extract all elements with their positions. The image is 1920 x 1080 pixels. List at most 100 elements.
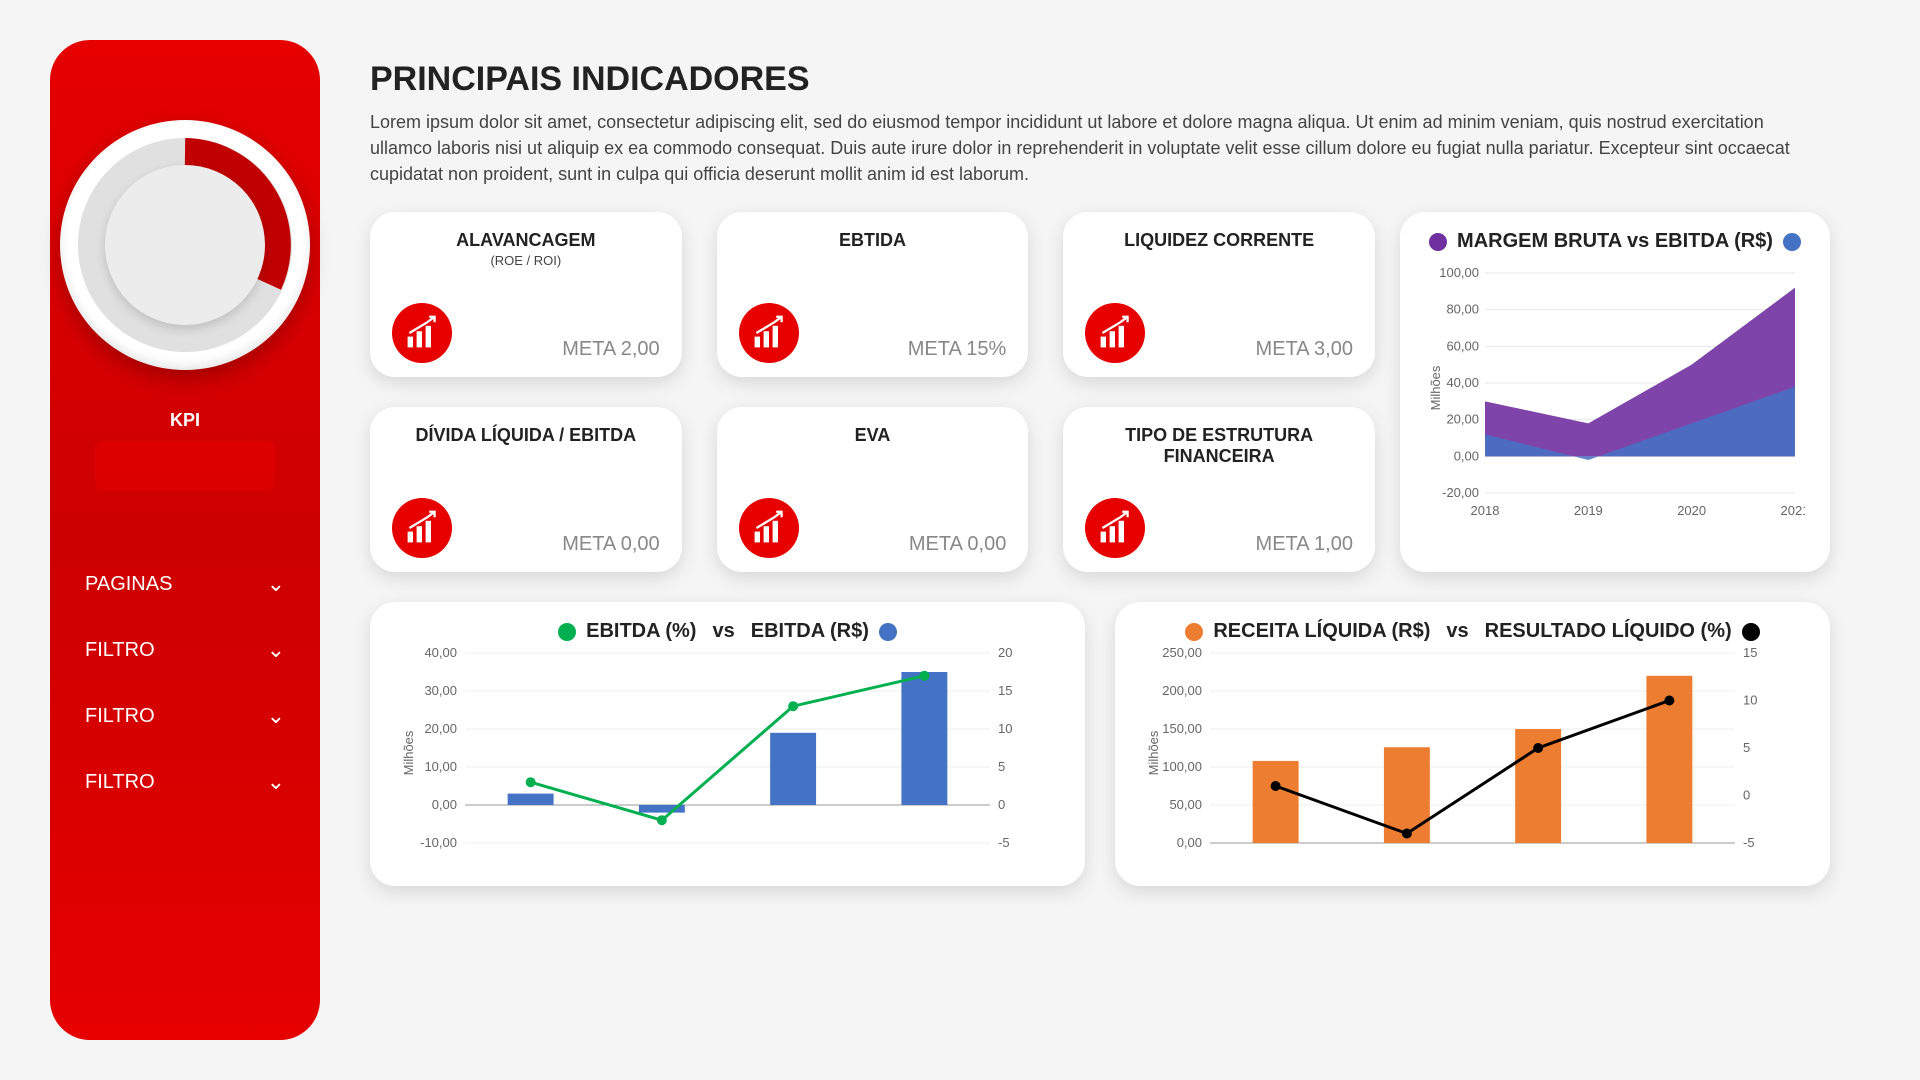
chart-up-icon (392, 303, 452, 363)
top-row: ALAVANCAGEM (ROE / ROI) META 2,00 EBTIDA… (370, 212, 1830, 572)
svg-text:Milhões: Milhões (1428, 365, 1443, 410)
svg-text:250,00: 250,00 (1162, 645, 1202, 660)
legend-dot-bar (1185, 623, 1203, 641)
kpi-grid: ALAVANCAGEM (ROE / ROI) META 2,00 EBTIDA… (370, 212, 1375, 572)
receita-chart-title: RECEITA LÍQUIDA (R$) vs RESULTADO LÍQUID… (1140, 620, 1805, 643)
ebitda-chart-title: EBITDA (%) vs EBITDA (R$) (395, 620, 1060, 643)
nav-filtro-1[interactable]: FILTRO ⌄ (70, 617, 300, 683)
area-chart-title: MARGEM BRUTA vs EBITDA (R$) (1425, 230, 1805, 253)
kpi-label: KPI (170, 410, 200, 431)
svg-text:2020: 2020 (1677, 503, 1706, 518)
ebitda-chart-card: EBITDA (%) vs EBITDA (R$) -10,00 0,00 10,0… (370, 602, 1085, 886)
kpi-gauge (60, 120, 310, 370)
kpi-card: EBTIDA META 15% (717, 212, 1029, 377)
svg-text:-5: -5 (1743, 835, 1755, 850)
nav-item-label: PAGINAS (85, 573, 172, 596)
page-description: Lorem ipsum dolor sit amet, consectetur … (370, 109, 1830, 187)
area-chart: -20,00 0,00 20,00 40,00 60,00 80,00 100,00 2018… (1425, 253, 1805, 523)
area-chart-card: MARGEM BRUTA vs EBITDA (R$) -20,00 0,00 20… (1400, 212, 1830, 572)
svg-text:40,00: 40,00 (424, 645, 457, 660)
page-title: PRINCIPAIS INDICADORES (370, 60, 1830, 99)
kpi-meta: META 1,00 (1145, 533, 1353, 558)
kpi-meta: META 2,00 (452, 338, 660, 363)
nav-paginas[interactable]: PAGINAS ⌄ (70, 551, 300, 617)
svg-text:Milhões: Milhões (1146, 730, 1161, 775)
receita-chart: 0,0050,00100,00150,00200,00250,00-505101… (1140, 643, 1780, 863)
legend-a: EBITDA (%) (586, 620, 696, 643)
kpi-card: EVA META 0,00 (717, 407, 1029, 572)
chart-up-icon (1085, 303, 1145, 363)
svg-text:40,00: 40,00 (1446, 375, 1479, 390)
kpi-subtitle: (ROE / ROI) (392, 253, 660, 268)
svg-text:2021: 2021 (1781, 503, 1805, 518)
kpi-value-box (95, 441, 275, 491)
nav-item-label: FILTRO (85, 639, 155, 662)
legend-b: EBITDA (R$) (751, 620, 869, 643)
kpi-title: TIPO DE ESTRUTURA FINANCEIRA (1085, 425, 1353, 467)
svg-text:2018: 2018 (1471, 503, 1500, 518)
svg-text:Milhões: Milhões (401, 730, 416, 775)
svg-text:20,00: 20,00 (424, 721, 457, 736)
nav-filtro-3[interactable]: FILTRO ⌄ (70, 749, 300, 815)
svg-text:10,00: 10,00 (424, 759, 457, 774)
chevron-down-icon: ⌄ (267, 769, 285, 795)
area-chart-title-text: MARGEM BRUTA vs EBITDA (R$) (1457, 230, 1773, 253)
chart-up-icon (739, 303, 799, 363)
chevron-down-icon: ⌄ (267, 703, 285, 729)
vs-label: vs (712, 620, 734, 643)
svg-text:30,00: 30,00 (424, 683, 457, 698)
kpi-meta: META 0,00 (799, 533, 1007, 558)
nav-filtro-2[interactable]: FILTRO ⌄ (70, 683, 300, 749)
kpi-card: ALAVANCAGEM (ROE / ROI) META 2,00 (370, 212, 682, 377)
receita-chart-card: RECEITA LÍQUIDA (R$) vs RESULTADO LÍQUID… (1115, 602, 1830, 886)
kpi-title: DÍVIDA LÍQUIDA / EBITDA (392, 425, 660, 446)
svg-text:80,00: 80,00 (1446, 302, 1479, 317)
kpi-title: ALAVANCAGEM (392, 230, 660, 251)
svg-text:-20,00: -20,00 (1442, 485, 1479, 500)
kpi-card: LIQUIDEZ CORRENTE META 3,00 (1063, 212, 1375, 377)
svg-text:60,00: 60,00 (1446, 339, 1479, 354)
legend-b: RESULTADO LÍQUIDO (%) (1485, 620, 1732, 643)
svg-text:15: 15 (998, 683, 1012, 698)
bottom-row: EBITDA (%) vs EBITDA (R$) -10,00 0,00 10,0… (370, 602, 1830, 886)
kpi-card: TIPO DE ESTRUTURA FINANCEIRA META 1,00 (1063, 407, 1375, 572)
chevron-down-icon: ⌄ (267, 637, 285, 663)
kpi-title: EBTIDA (739, 230, 1007, 251)
svg-text:-10,00: -10,00 (420, 835, 457, 850)
svg-text:0,00: 0,00 (1177, 835, 1202, 850)
svg-text:2019: 2019 (1574, 503, 1603, 518)
sidebar: KPI PAGINAS ⌄ FILTRO ⌄ FILTRO ⌄ FILTRO ⌄ (50, 40, 320, 1040)
ebitda-chart: -10,000,0010,0020,0030,0040,00-505101520… (395, 643, 1035, 863)
svg-text:20: 20 (998, 645, 1012, 660)
svg-text:0,00: 0,00 (432, 797, 457, 812)
legend-dot-bar (879, 623, 897, 641)
svg-text:10: 10 (998, 721, 1012, 736)
chevron-down-icon: ⌄ (267, 571, 285, 597)
app-root: KPI PAGINAS ⌄ FILTRO ⌄ FILTRO ⌄ FILTRO ⌄… (0, 0, 1920, 1080)
main-content: PRINCIPAIS INDICADORES Lorem ipsum dolor… (320, 40, 1870, 1040)
kpi-title: LIQUIDEZ CORRENTE (1085, 230, 1353, 251)
chart-up-icon (1085, 498, 1145, 558)
vs-label: vs (1446, 620, 1468, 643)
kpi-card: DÍVIDA LÍQUIDA / EBITDA META 0,00 (370, 407, 682, 572)
svg-text:5: 5 (1743, 740, 1750, 755)
legend-a: RECEITA LÍQUIDA (R$) (1213, 620, 1430, 643)
svg-text:10: 10 (1743, 693, 1757, 708)
svg-text:-5: -5 (998, 835, 1010, 850)
svg-text:15: 15 (1743, 645, 1757, 660)
svg-text:20,00: 20,00 (1446, 412, 1479, 427)
svg-text:100,00: 100,00 (1439, 265, 1479, 280)
kpi-meta: META 3,00 (1145, 338, 1353, 363)
legend-dot-b (1783, 233, 1801, 251)
kpi-meta: META 15% (799, 338, 1007, 363)
chart-up-icon (739, 498, 799, 558)
sidebar-nav: PAGINAS ⌄ FILTRO ⌄ FILTRO ⌄ FILTRO ⌄ (70, 551, 300, 1010)
svg-text:150,00: 150,00 (1162, 721, 1202, 736)
svg-text:50,00: 50,00 (1169, 797, 1202, 812)
legend-dot-line (558, 623, 576, 641)
chart-up-icon (392, 498, 452, 558)
nav-item-label: FILTRO (85, 771, 155, 794)
svg-text:200,00: 200,00 (1162, 683, 1202, 698)
kpi-title: EVA (739, 425, 1007, 446)
svg-text:0,00: 0,00 (1454, 449, 1479, 464)
